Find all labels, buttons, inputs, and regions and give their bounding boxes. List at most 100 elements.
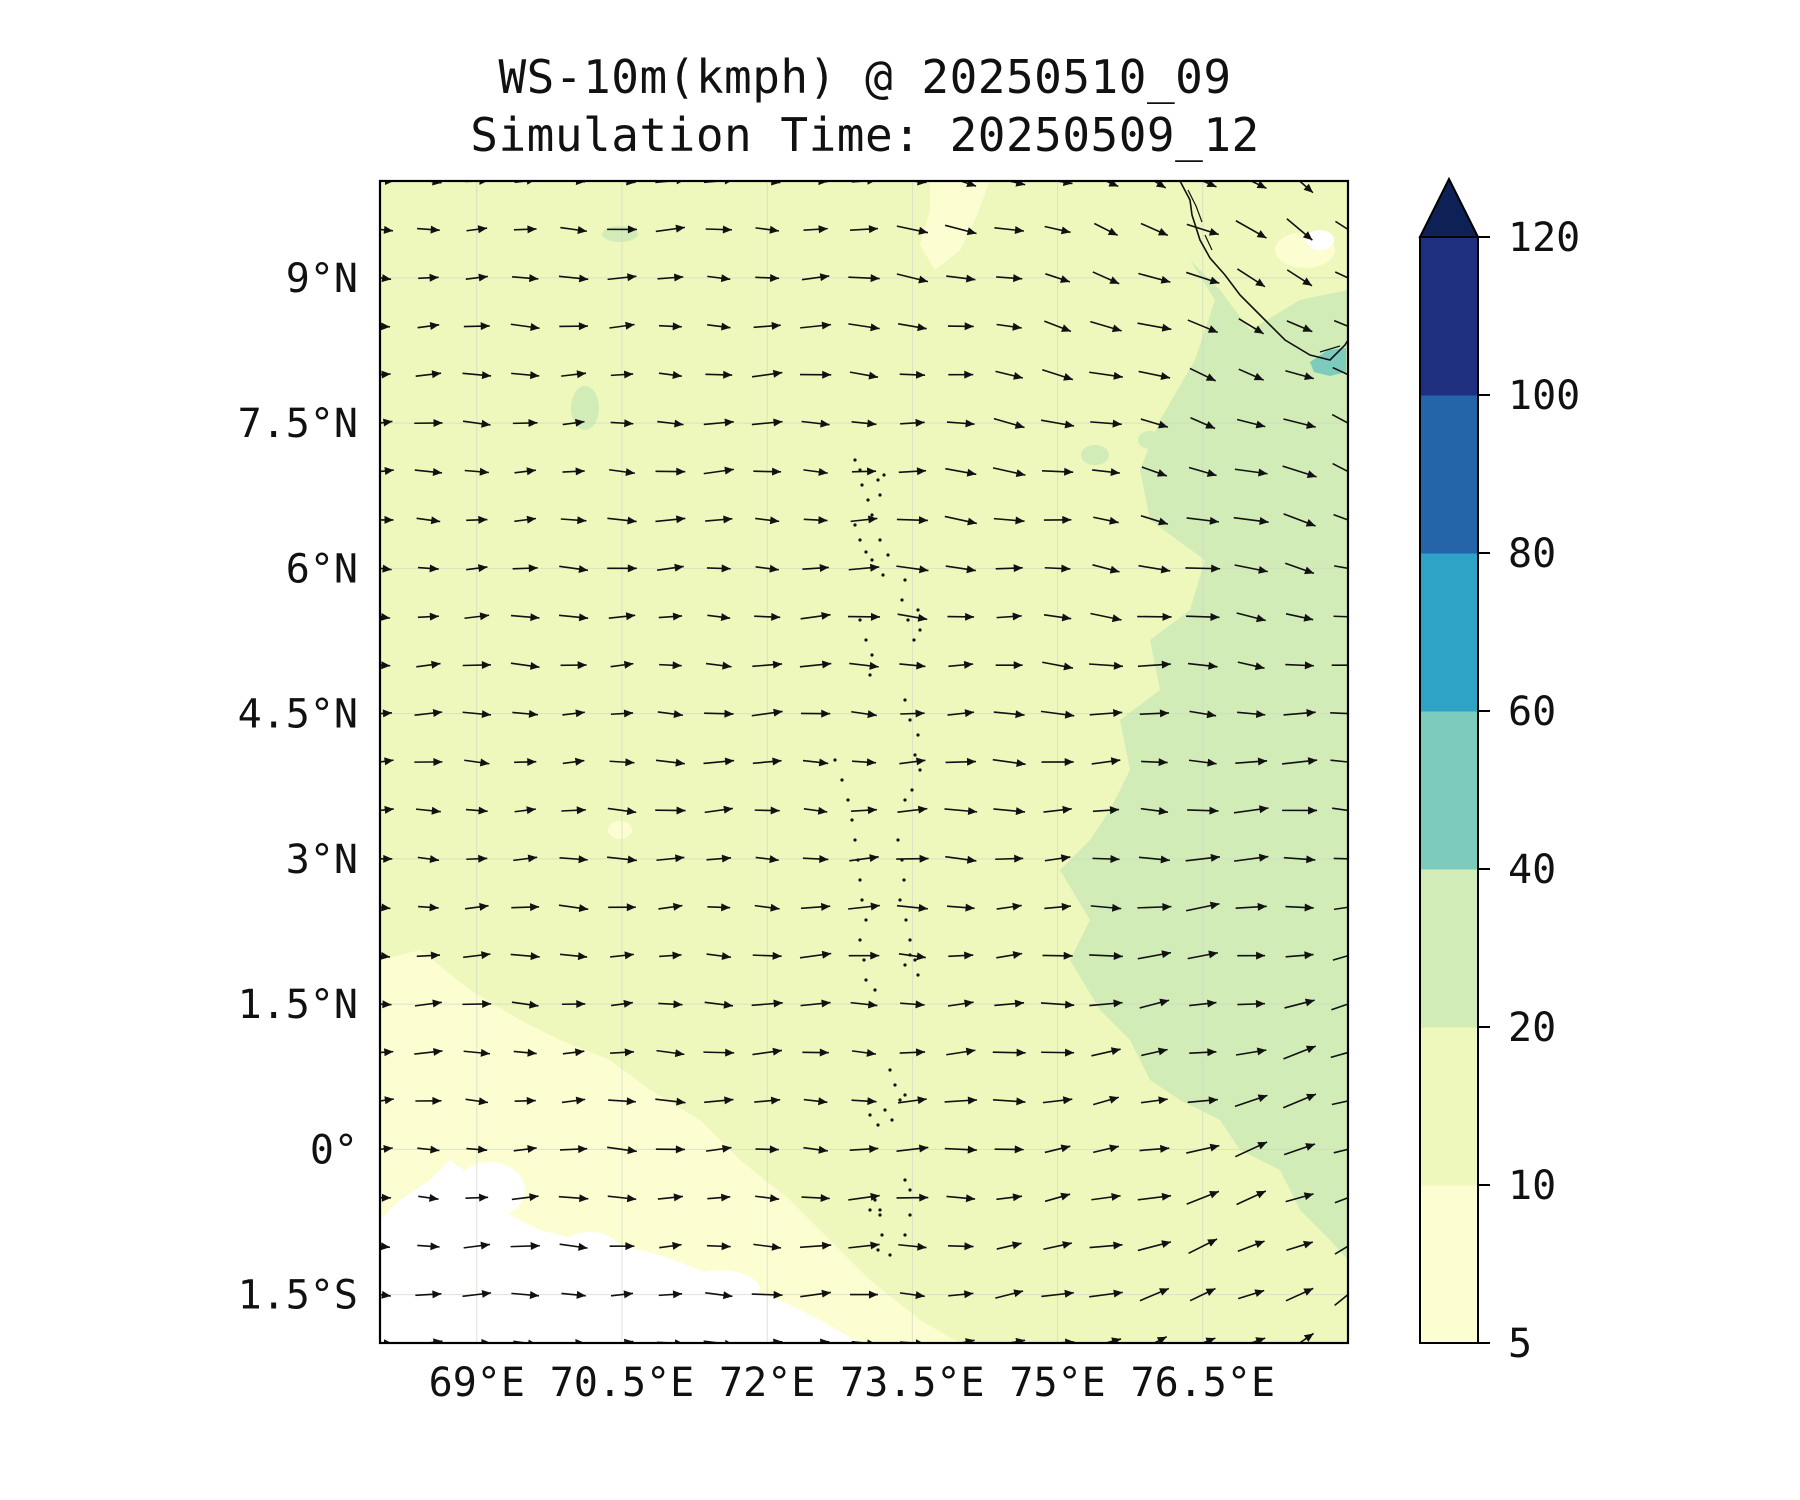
wind-arrow	[658, 322, 682, 331]
wind-arrow-head	[623, 660, 634, 669]
wind-arrow-head	[1209, 1143, 1220, 1152]
wind-arrow-head	[966, 181, 977, 188]
wind-arrow	[1141, 758, 1168, 767]
wind-arrow-head	[965, 612, 975, 621]
wind-arrow	[900, 709, 925, 718]
wind-arrow	[1091, 1047, 1121, 1057]
wind-arrow	[1044, 1144, 1071, 1154]
wind-arrow-head	[821, 950, 832, 959]
wind-arrow-head	[1208, 950, 1218, 959]
wind-arrow	[1236, 268, 1266, 288]
wind-arrow-head	[918, 903, 928, 912]
wind-arrow	[560, 516, 587, 525]
wind-arrow-head	[1013, 661, 1023, 670]
colorbar: 5 10 20 40 60 80 100 120	[1418, 176, 1580, 1367]
wind-arrow-head	[433, 757, 443, 766]
wind-arrow	[946, 419, 975, 428]
atoll-dot	[876, 1123, 880, 1127]
wind-arrow	[995, 564, 1023, 573]
wind-arrow-head	[672, 661, 682, 670]
wind-arrow-head	[722, 661, 732, 670]
wind-arrow	[658, 1290, 683, 1299]
wind-arrow-head	[722, 1291, 733, 1300]
wind-arrow	[1282, 806, 1318, 815]
wind-arrow-head	[821, 321, 832, 330]
wind-arrow-head	[870, 612, 880, 621]
lon-tick-label: 73.5°E	[840, 1360, 985, 1406]
wind-arrow	[1187, 319, 1219, 334]
wind-arrow	[947, 612, 975, 621]
wind-arrow-head	[478, 515, 488, 524]
wind-arrow-head	[1013, 564, 1023, 573]
wind-arrow-head	[1113, 371, 1123, 380]
wind-arrow	[1091, 1193, 1121, 1201]
wind-arrow-head	[1161, 660, 1171, 669]
wind-arrow	[754, 903, 780, 912]
wind-arrow-head	[433, 1047, 443, 1056]
wind-arrow-head	[772, 369, 783, 378]
wind-arrow-head	[1113, 1241, 1123, 1250]
wind-arrow-head	[1015, 807, 1026, 816]
wind-arrow	[465, 1097, 489, 1106]
wind-arrow	[1043, 1241, 1072, 1251]
wind-arrow	[1045, 273, 1071, 283]
wind-arrow-head	[529, 903, 540, 912]
wind-arrow	[414, 709, 443, 717]
wind-arrow-head	[673, 273, 684, 282]
wind-arrow-head	[526, 467, 536, 476]
wind-arrow	[1331, 664, 1348, 667]
wind-arrow-head	[1353, 1144, 1363, 1152]
atoll-dot	[882, 473, 886, 477]
wind-arrow-head	[819, 564, 829, 573]
wind-arrow	[1189, 1287, 1216, 1302]
lat-tick-label: 4.5°N	[238, 692, 358, 738]
colorbar-tick-label: 100	[1508, 373, 1580, 419]
wind-arrow-head	[773, 418, 783, 427]
wind-arrow-head	[672, 1290, 683, 1299]
wind-arrow-head	[822, 370, 832, 379]
wind-arrow-head	[381, 661, 391, 670]
wind-arrow-head	[1357, 710, 1366, 718]
wind-arrow-head	[723, 1000, 733, 1009]
wind-arrow	[512, 419, 538, 428]
wind-arrow-head	[576, 1290, 586, 1299]
wind-arrow	[1235, 757, 1268, 766]
wind-arrow-head	[1209, 276, 1220, 285]
wind-arrow-shaft	[1334, 1245, 1348, 1255]
contour-below-5-patch	[1306, 230, 1334, 250]
wind-arrow	[848, 274, 880, 283]
wind-arrow	[415, 806, 441, 815]
wind-arrow	[802, 564, 829, 573]
atoll-dot	[898, 898, 902, 902]
wind-arrow-head	[1257, 1141, 1268, 1150]
wind-arrow-head	[721, 903, 731, 912]
wind-arrow	[1286, 1240, 1314, 1252]
wind-arrow-head	[1256, 230, 1267, 239]
atoll-dot	[903, 1093, 907, 1097]
wind-arrow-head	[1062, 515, 1072, 524]
wind-arrow	[1333, 319, 1348, 328]
wind-arrow	[1092, 564, 1120, 574]
wind-arrow	[944, 1096, 978, 1105]
wind-arrow-head	[481, 710, 491, 719]
wind-arrow-head	[1353, 950, 1363, 958]
wind-arrow	[849, 1145, 879, 1154]
wind-arrow-head	[1111, 1337, 1121, 1343]
wind-arrow	[658, 1000, 683, 1009]
wind-arrow	[559, 855, 588, 864]
wind-arrow-head	[380, 951, 390, 960]
wind-arrow	[655, 1145, 685, 1154]
wind-arrow	[1190, 416, 1216, 430]
colorbar-tick-label: 10	[1508, 1163, 1556, 1209]
wind-arrow-head	[1205, 1337, 1216, 1343]
colorbar-segment	[1420, 553, 1478, 712]
wind-arrow	[380, 709, 393, 718]
wind-arrow	[418, 1193, 439, 1202]
wind-arrow	[655, 1097, 686, 1106]
wind-arrow	[945, 565, 976, 574]
lat-tick-label: 3°N	[286, 837, 358, 883]
wind-arrow-shaft	[1332, 366, 1348, 376]
wind-arrow	[1282, 465, 1317, 478]
contour-below-5-patch	[455, 1162, 525, 1218]
wind-arrow	[1283, 855, 1316, 864]
